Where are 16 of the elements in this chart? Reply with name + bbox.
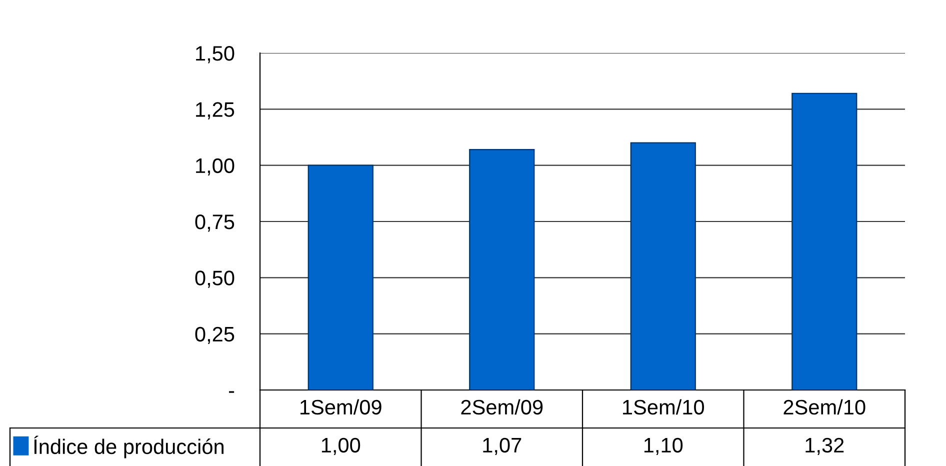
text: 1,07 [483, 438, 522, 456]
y-tick-label: 1,00 [196, 158, 234, 176]
text: 1,32 [806, 438, 844, 456]
y-tick-label: 0,50 [195, 270, 234, 288]
text: 1,00 [322, 438, 360, 456]
y-tick-label: 0,25 [195, 326, 234, 344]
x-tick-label: 1Sem/09 [300, 399, 382, 415]
text: 1,10 [644, 438, 683, 456]
y-tick-label: - [228, 391, 234, 393]
x-tick-label: 1Sem/10 [623, 399, 704, 415]
y-tick-label: 1,25 [196, 102, 234, 120]
x-tick-label: 2Sem/10 [784, 399, 866, 415]
y-tick-label: 1,50 [196, 46, 234, 64]
y-tick-label: 0,75 [195, 214, 234, 232]
legend-label: Índice de producción [34, 436, 224, 458]
x-tick-label: 2Sem/09 [461, 399, 543, 415]
